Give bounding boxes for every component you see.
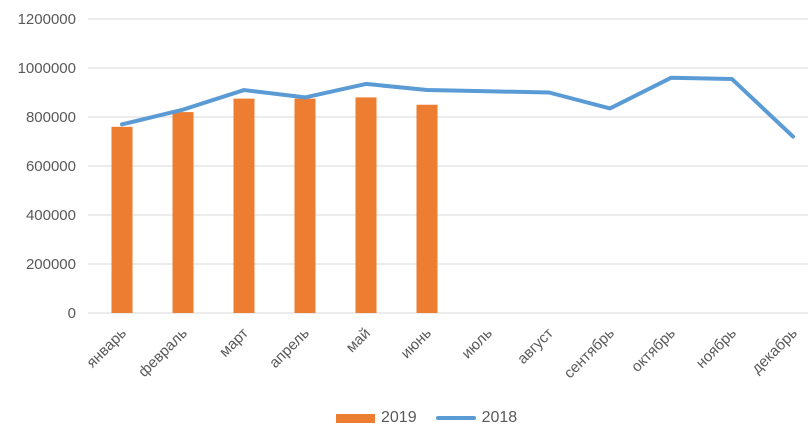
bar-2019-май[interactable] [355,97,377,314]
y-tick-label: 200000 [26,256,76,273]
legend-bar-swatch-2019 [336,413,375,423]
x-tick-label-октябрь: октябрь [628,325,679,376]
y-tick-label: 400000 [26,207,76,224]
bar-2019-апрель[interactable] [294,98,316,313]
y-tick-label: 800000 [26,109,76,126]
y-tick-label: 1200000 [18,11,76,28]
x-tick-label-июль: июль [458,325,496,363]
x-tick-label-ноябрь: ноябрь [693,325,740,372]
x-tick-label-май: май [343,325,374,356]
line-2018[interactable] [120,75,795,139]
y-tick-label: 600000 [26,158,76,175]
x-tick-label-декабрь: декабрь [748,325,801,378]
x-tick-label-июнь: июнь [398,325,435,362]
bar-2019-январь[interactable] [111,126,133,313]
x-tick-label-сентябрь: сентябрь [561,325,618,382]
y-tick-label: 1000000 [18,60,76,77]
legend-line-swatch-2018 [435,416,476,420]
x-tick-label-январь: январь [83,325,130,372]
bar-2019-февраль[interactable] [172,112,194,313]
legend-label-2018: 2018 [481,409,518,426]
y-tick-label: 0 [68,305,76,322]
x-tick-label-март: март [216,325,252,361]
legend: 2019 2018 [336,409,517,427]
legend-label-2019: 2019 [381,409,417,426]
bar-2019-март[interactable] [233,98,255,313]
legend-item-2019[interactable]: 2019 [336,409,417,427]
bar-2019-июнь[interactable] [416,104,438,313]
x-tick-label-апрель: апрель [266,325,313,372]
x-tick-label-февраль: февраль [135,325,191,381]
x-tick-label-август: август [514,325,557,368]
legend-item-2018[interactable]: 2018 [435,409,518,427]
